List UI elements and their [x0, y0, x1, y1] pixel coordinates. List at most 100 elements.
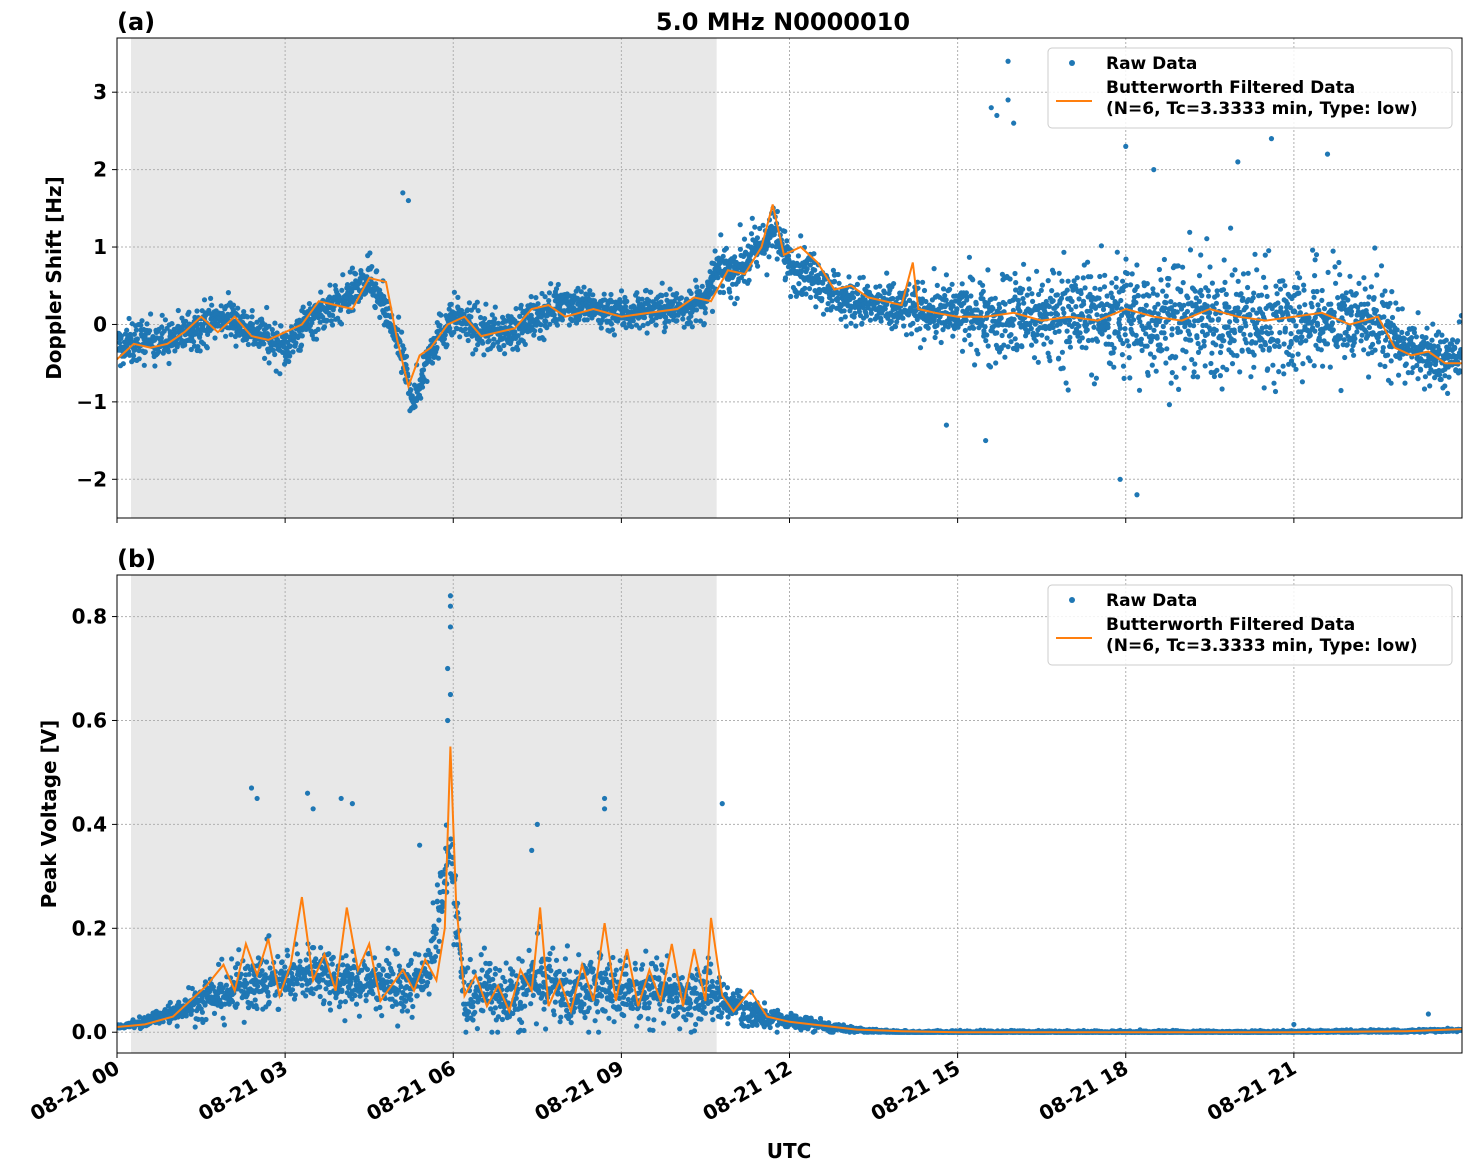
raw-data-point [1007, 276, 1013, 282]
raw-data-point [980, 296, 986, 302]
raw-data-point [1067, 344, 1073, 350]
raw-data-point [659, 280, 665, 286]
raw-data-point [502, 325, 508, 331]
raw-data-point [1277, 286, 1284, 292]
raw-data-point [1180, 280, 1186, 286]
raw-data-point [1038, 287, 1044, 293]
raw-data-point [300, 304, 306, 310]
raw-data-point [432, 954, 439, 960]
raw-data-point [473, 347, 479, 353]
raw-data-point [1064, 328, 1070, 334]
raw-data-point [1307, 332, 1313, 338]
raw-data-point [734, 295, 740, 301]
raw-data-point [1354, 329, 1360, 335]
raw-data-point [1052, 329, 1058, 335]
raw-data-point [407, 991, 413, 998]
raw-data-point [990, 318, 996, 324]
raw-data-point [1288, 331, 1294, 337]
raw-data-point [1224, 367, 1230, 373]
raw-data-point [1324, 151, 1331, 157]
raw-data-point [486, 319, 492, 325]
raw-data-point [1138, 336, 1144, 342]
raw-data-point [1113, 275, 1119, 281]
raw-data-point [289, 987, 296, 993]
raw-data-point [796, 281, 802, 287]
raw-data-point [276, 1006, 282, 1012]
raw-data-point [921, 287, 928, 294]
raw-data-point [1158, 277, 1164, 283]
raw-data-point [1012, 336, 1018, 342]
raw-data-point [1143, 331, 1149, 337]
raw-data-point [489, 312, 495, 318]
raw-data-point [400, 190, 406, 196]
raw-data-point [1258, 292, 1265, 298]
raw-data-point [1134, 262, 1140, 268]
raw-data-point [1136, 314, 1142, 320]
raw-data-point [810, 267, 817, 273]
raw-data-point [672, 982, 678, 988]
raw-data-point [1237, 369, 1243, 375]
raw-data-point [956, 318, 962, 325]
raw-data-point [732, 301, 738, 307]
raw-data-point [1017, 308, 1023, 314]
raw-data-point [455, 304, 461, 310]
raw-data-point [966, 254, 973, 260]
raw-data-point [1163, 293, 1169, 299]
raw-data-point [1144, 343, 1150, 349]
raw-data-point [1379, 292, 1385, 298]
raw-data-point [1134, 284, 1140, 290]
raw-data-point [866, 289, 873, 295]
raw-data-point [223, 333, 229, 339]
raw-data-point [1161, 330, 1167, 336]
raw-data-point [134, 336, 140, 342]
raw-data-point [850, 290, 856, 296]
raw-data-point [1344, 342, 1350, 348]
raw-data-point [266, 999, 272, 1005]
raw-data-point [167, 329, 173, 335]
raw-data-point [1427, 383, 1433, 389]
raw-data-point [1338, 387, 1344, 394]
raw-data-point [1289, 353, 1295, 359]
raw-data-point [1002, 301, 1008, 307]
raw-data-point [983, 437, 989, 444]
raw-data-point [470, 351, 476, 357]
raw-data-point [1389, 289, 1395, 295]
raw-data-point [352, 271, 359, 277]
raw-data-point [868, 310, 874, 316]
raw-data-point [396, 963, 402, 969]
raw-data-point [718, 232, 724, 238]
raw-data-point [1222, 279, 1228, 285]
raw-data-point [357, 993, 363, 999]
raw-data-point [836, 280, 842, 286]
raw-data-point [1333, 280, 1339, 286]
raw-data-point [1378, 263, 1385, 269]
raw-data-point [1368, 330, 1374, 337]
raw-data-point [1446, 374, 1452, 380]
y-tick-label: −1 [76, 390, 107, 414]
raw-data-point [1263, 284, 1269, 290]
raw-data-point [1207, 310, 1213, 316]
raw-data-point [561, 971, 567, 978]
raw-data-point [450, 315, 456, 321]
raw-data-point [813, 273, 819, 279]
raw-data-point [1145, 372, 1151, 378]
raw-data-point [563, 297, 570, 303]
raw-data-point [1010, 307, 1017, 313]
raw-data-point [1433, 359, 1439, 365]
raw-data-point [356, 1013, 362, 1019]
raw-data-point [429, 360, 436, 366]
raw-data-point [1399, 306, 1405, 312]
raw-data-point [920, 279, 926, 285]
raw-data-point [606, 1015, 612, 1021]
raw-data-point [1118, 337, 1124, 343]
raw-data-point [988, 105, 994, 111]
raw-data-point [1207, 264, 1213, 270]
raw-data-point [233, 343, 239, 349]
raw-data-point [1199, 293, 1205, 299]
raw-data-point [1007, 298, 1013, 305]
raw-data-point [1086, 314, 1092, 320]
raw-data-point [1297, 275, 1303, 281]
raw-data-point [1208, 360, 1214, 367]
raw-data-point [1085, 337, 1092, 344]
raw-data-point [661, 1020, 667, 1026]
